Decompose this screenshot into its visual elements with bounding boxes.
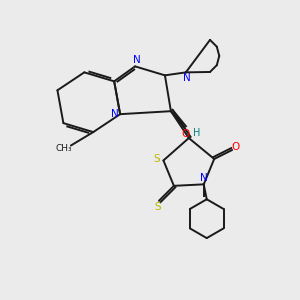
Text: N: N bbox=[111, 109, 118, 119]
Text: S: S bbox=[154, 202, 161, 212]
Text: O: O bbox=[231, 142, 239, 152]
Text: O: O bbox=[182, 129, 190, 139]
Text: S: S bbox=[154, 154, 160, 164]
Text: CH₃: CH₃ bbox=[55, 144, 72, 153]
Text: N: N bbox=[200, 173, 208, 183]
Text: N: N bbox=[183, 73, 190, 83]
Text: N: N bbox=[133, 55, 140, 65]
Text: H: H bbox=[194, 128, 201, 138]
